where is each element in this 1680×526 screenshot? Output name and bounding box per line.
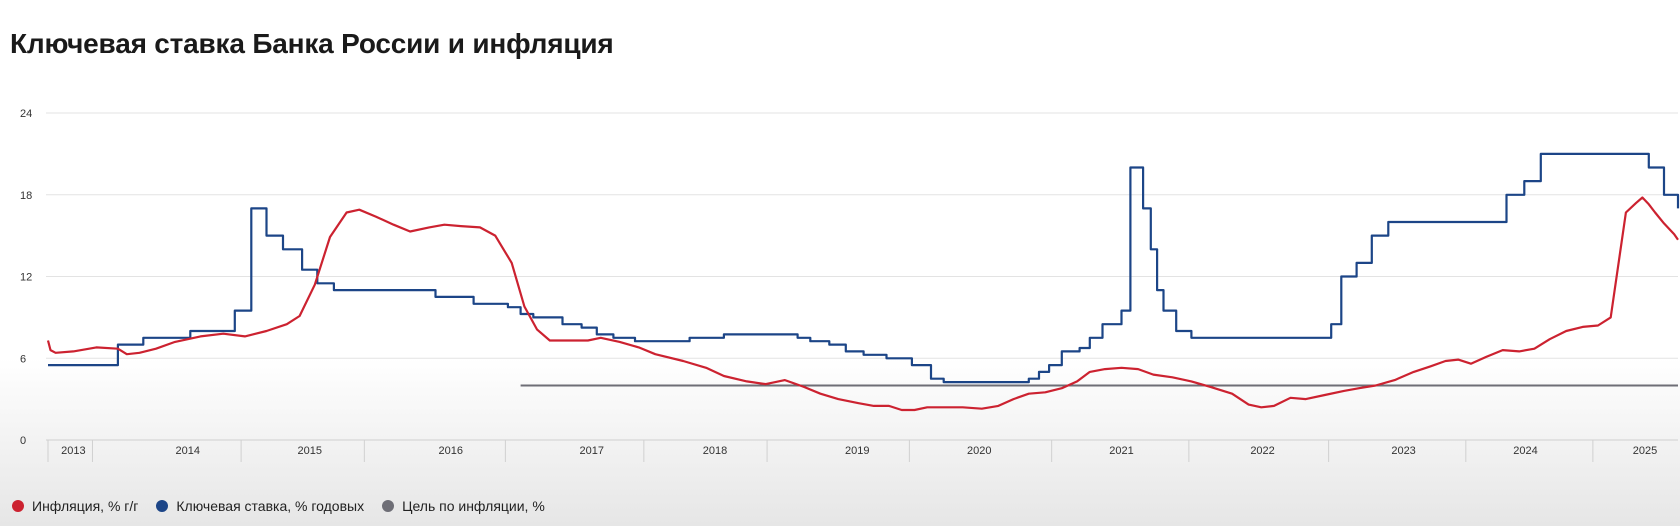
series-line-0: [46, 196, 1679, 412]
x-axis: 2013 2014 2015 2016 2017 2018 2019 2020 2021 2022…: [46, 439, 1678, 462]
y-tick-label: 18: [20, 190, 32, 202]
x-tick-label: 2014: [176, 445, 200, 457]
legend-item-1[interactable]: Ключевая ставка, % годовых: [156, 498, 364, 514]
x-tick-label: 2015: [297, 445, 321, 457]
legend: Инфляция, % г/г Ключевая ставка, % годовы…: [12, 498, 545, 514]
x-tick-label: 2025: [1633, 445, 1657, 457]
series-lines: [46, 152, 1680, 412]
x-tick-label: 2023: [1391, 445, 1415, 457]
y-tick-label: 24: [20, 108, 32, 120]
x-tick-label: 2017: [580, 445, 604, 457]
x-tick-label: 2021: [1109, 445, 1133, 457]
y-tick-label: 6: [20, 353, 26, 365]
y-tick-label: 0: [20, 435, 26, 447]
legend-swatch: [382, 500, 395, 512]
x-tick-label: 2016: [438, 445, 462, 457]
legend-item-2[interactable]: Цель по инфляции, %: [382, 498, 545, 514]
x-tick-label: 2020: [967, 445, 991, 457]
legend-item-0[interactable]: Инфляция, % г/г: [12, 498, 138, 514]
x-tick-label: 2013: [61, 445, 85, 457]
x-tick-label: 2019: [845, 445, 869, 457]
legend-swatch: [156, 500, 169, 512]
y-axis-ticks: 0 6 12 18 24: [20, 108, 32, 447]
legend-label: Инфляция, % г/г: [32, 498, 139, 514]
x-tick-label: 2024: [1513, 445, 1537, 457]
legend-swatch: [12, 500, 24, 512]
x-tick-label: 2018: [703, 445, 727, 457]
legend-label: Цель по инфляции, %: [402, 498, 545, 514]
legend-label: Ключевая ставка, % годовых: [176, 498, 365, 514]
chart-title: Ключевая ставка Банка России и инфляция: [10, 28, 614, 59]
y-tick-label: 12: [20, 272, 32, 284]
x-tick-label: 2022: [1250, 445, 1274, 457]
series-line-1: [48, 152, 1680, 384]
